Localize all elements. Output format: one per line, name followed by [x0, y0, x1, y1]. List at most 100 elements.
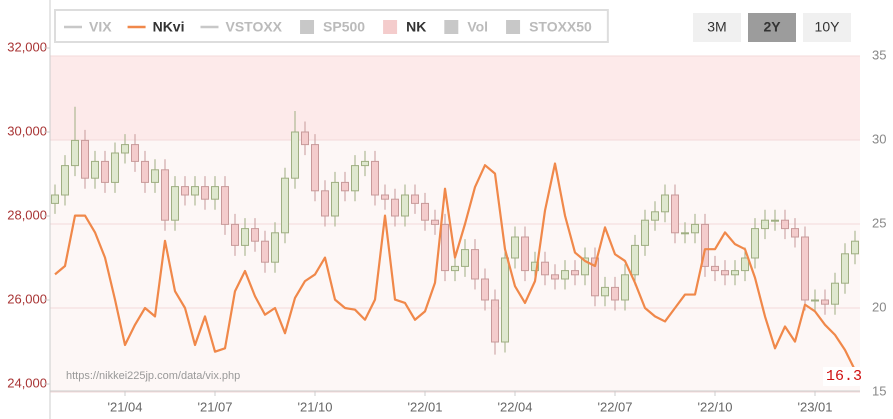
- plot-area: [50, 55, 860, 393]
- candle-body: [51, 194, 59, 204]
- candle-body: [661, 194, 669, 213]
- candle-body: [111, 152, 119, 183]
- candle-body: [341, 181, 349, 192]
- candle-body: [391, 198, 399, 217]
- candle-body: [261, 240, 269, 263]
- y-tick-label: 24,000: [7, 375, 47, 390]
- candle-body: [101, 160, 109, 183]
- legend-label[interactable]: NK: [406, 19, 426, 35]
- y-tick-label: 30,000: [7, 123, 47, 138]
- x-tick-label: '22/10: [697, 399, 732, 414]
- candle-body: [121, 144, 129, 154]
- candle-body: [491, 299, 499, 343]
- candle-body: [91, 160, 99, 179]
- range-button-label[interactable]: 2Y: [763, 19, 781, 35]
- candle-body: [791, 228, 799, 238]
- candle-body: [271, 232, 279, 263]
- candle-body: [831, 282, 839, 305]
- candle-body: [361, 160, 369, 167]
- candle-body: [511, 236, 519, 259]
- candle-body: [141, 160, 149, 183]
- line-series: [54, 162, 856, 371]
- x-tick-label: '22/01: [407, 399, 442, 414]
- candle-body: [551, 274, 559, 280]
- candle-body: [841, 253, 849, 284]
- candle-body: [371, 160, 379, 196]
- legend-label[interactable]: Vol: [467, 19, 488, 35]
- x-tick-label: '23/01: [797, 399, 832, 414]
- candle-body: [811, 299, 819, 302]
- candle-body: [171, 186, 179, 221]
- legend-box-swatch[interactable]: [506, 20, 521, 34]
- candle-body: [641, 219, 649, 246]
- legend-label[interactable]: SP500: [323, 19, 365, 35]
- legend-box-swatch[interactable]: [444, 20, 459, 34]
- candle-body: [851, 240, 859, 255]
- candle-body: [781, 219, 789, 230]
- candle-body: [461, 249, 469, 267]
- candle-body: [501, 257, 509, 343]
- candle-body: [311, 144, 319, 192]
- legend-label[interactable]: NKvi: [153, 19, 185, 35]
- candle-body: [321, 190, 329, 217]
- candle-body: [691, 223, 699, 234]
- candle-body: [561, 270, 569, 280]
- source-url: https://nikkei225jp.com/data/vix.php: [66, 370, 240, 382]
- x-tick-label: '22/04: [497, 399, 532, 414]
- y-tick-label: 32,000: [7, 39, 47, 54]
- candle-body: [711, 265, 719, 272]
- band-high: [50, 56, 860, 140]
- candle-body: [251, 228, 259, 242]
- candle-body: [431, 219, 439, 225]
- y2-tick-label: 15: [872, 383, 886, 398]
- candle-body: [221, 186, 229, 225]
- candle-body: [761, 219, 769, 230]
- y-tick-label: 28,000: [7, 207, 47, 222]
- candle-body: [751, 228, 759, 259]
- candle-body: [481, 278, 489, 301]
- candle-body: [211, 186, 219, 200]
- candle-body: [571, 270, 579, 276]
- legend-label[interactable]: STOXX50: [529, 19, 592, 35]
- candle-body: [231, 223, 239, 246]
- candle-body: [821, 299, 829, 305]
- candle-body: [381, 194, 389, 200]
- candle-body: [531, 261, 539, 272]
- candle-body: [651, 211, 659, 221]
- x-tick-label: '21/10: [297, 399, 332, 414]
- legend-box-swatch[interactable]: [300, 20, 315, 34]
- range-button-label[interactable]: 10Y: [815, 19, 841, 35]
- candle-body: [471, 249, 479, 280]
- range-button[interactable]: [803, 13, 851, 42]
- candle-body: [241, 228, 249, 246]
- candle-body: [301, 131, 309, 146]
- range-button-label[interactable]: 3M: [707, 19, 726, 35]
- candle-body: [71, 139, 79, 167]
- candle-body: [671, 194, 679, 234]
- candle-body: [731, 270, 739, 276]
- candle-body: [591, 257, 599, 297]
- candle-body: [581, 257, 589, 276]
- legend-label[interactable]: VSTOXX: [225, 19, 282, 35]
- y-tick-label: 26,000: [7, 291, 47, 306]
- candle-body: [401, 194, 409, 217]
- candle-body: [61, 165, 69, 196]
- legend-box-swatch[interactable]: [383, 20, 398, 34]
- candle-body: [441, 223, 449, 272]
- candle-body: [191, 186, 199, 196]
- last-value-bg: [822, 366, 865, 386]
- candle-body: [801, 236, 809, 301]
- candle-body: [601, 286, 609, 297]
- candle-body: [131, 144, 139, 162]
- candle-body: [631, 244, 639, 276]
- legend-label[interactable]: VIX: [89, 19, 112, 35]
- candle-body: [621, 274, 629, 301]
- legend: VIX NKvi VSTOXX SP500 NK Vol STOXX50: [54, 9, 609, 43]
- candle-body: [701, 223, 709, 267]
- range-button[interactable]: [748, 13, 796, 42]
- candle-body: [201, 186, 209, 200]
- y2-tick-label: 25: [872, 215, 886, 230]
- candle-body: [161, 169, 169, 221]
- range-button[interactable]: [693, 13, 741, 42]
